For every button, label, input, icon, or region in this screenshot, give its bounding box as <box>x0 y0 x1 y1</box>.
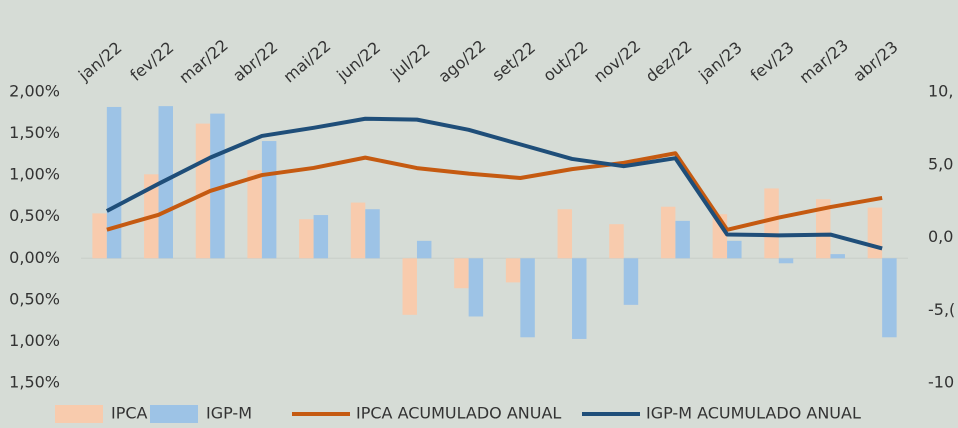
bar <box>92 213 107 259</box>
bar <box>660 206 676 259</box>
y-tick-label: 2,00% <box>9 82 60 101</box>
x-tick-label: jan/22 <box>74 38 125 85</box>
x-tick-label: mai/22 <box>280 36 335 86</box>
y2-tick-label: -10 <box>928 373 954 392</box>
x-tick-label: abr/22 <box>229 37 281 85</box>
y2-tick-label: 0,0 <box>928 227 953 246</box>
y2-tick-label: -5,( <box>928 300 955 319</box>
x-tick-label: fev/23 <box>747 38 798 85</box>
y-tick-label: 1,00% <box>9 331 60 350</box>
bar <box>365 209 380 259</box>
x-tick-label: nov/22 <box>590 36 644 86</box>
bar <box>882 258 897 338</box>
bar <box>247 170 262 259</box>
x-tick-label: dez/22 <box>642 37 696 86</box>
x-tick-label: jun/22 <box>332 38 384 86</box>
bar <box>313 215 329 259</box>
bar <box>261 141 277 259</box>
bar <box>350 202 366 259</box>
bar <box>609 224 624 259</box>
legend-swatch <box>150 405 198 423</box>
bar <box>778 258 794 264</box>
bar <box>106 106 122 259</box>
bar <box>623 258 639 305</box>
x-tick-label: jan/23 <box>694 38 745 85</box>
x-tick-label: jul/22 <box>386 40 433 84</box>
y-tick-label: 1,50% <box>9 123 60 142</box>
y-tick-label: 0,00% <box>9 248 60 267</box>
bar <box>416 240 432 259</box>
y-tick-label: 0,50% <box>9 206 60 225</box>
x-tick-label: fev/22 <box>126 38 177 85</box>
bar <box>675 220 690 259</box>
bar <box>815 199 831 259</box>
legend-label: IGP-M <box>206 404 252 423</box>
x-tick-label: ago/22 <box>435 36 490 86</box>
bar <box>867 207 883 259</box>
x-tick-label: out/22 <box>539 37 591 85</box>
x-tick-label: mar/23 <box>796 35 852 87</box>
legend-swatch <box>55 405 103 423</box>
bar <box>210 113 225 259</box>
bar <box>402 258 417 315</box>
bar <box>764 188 779 259</box>
line <box>106 151 883 232</box>
x-tick-label: abr/23 <box>849 37 901 85</box>
line <box>105 116 883 251</box>
bar <box>468 258 484 317</box>
bar <box>830 254 845 259</box>
bar <box>572 258 587 339</box>
bar <box>505 258 521 283</box>
y-tick-label: 0,50% <box>9 289 60 308</box>
x-tick-label: mar/22 <box>175 35 231 87</box>
y2-tick-label: 5,0 <box>928 154 953 173</box>
y-tick-label: 1,50% <box>9 373 60 392</box>
y2-tick-label: 10, <box>928 82 953 101</box>
x-tick-label: set/22 <box>488 38 539 85</box>
bar <box>299 219 314 259</box>
legend-label: IGP-M ACUMULADO ANUAL <box>646 404 861 423</box>
legend-label: IPCA ACUMULADO ANUAL <box>356 404 561 423</box>
bar <box>454 258 469 289</box>
y-tick-label: 1,00% <box>9 165 60 184</box>
bar <box>727 240 742 259</box>
legend-label: IPCA <box>111 404 148 423</box>
bar <box>557 209 573 259</box>
bar <box>520 258 535 338</box>
